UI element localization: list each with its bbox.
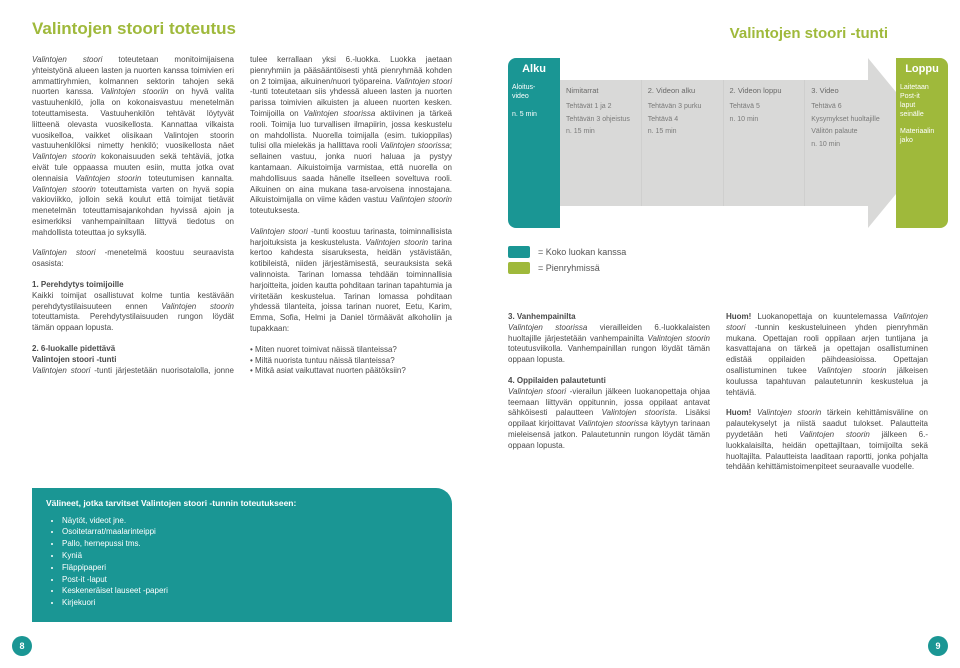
stage-column: Nimitarrat Tehtävät 1 ja 2 Tehtävän 3 ohje… (560, 80, 642, 206)
swatch-green (508, 262, 530, 274)
stage-line: Tehtävät 1 ja 2 (566, 102, 635, 111)
materials-item: Näytöt, videot jne. (62, 516, 438, 527)
legend-label-2: = Pienryhmissä (538, 262, 600, 274)
end-detail: LaitetaanPost-itlaputseinälleMateriaalin… (900, 84, 944, 145)
stage-column: 2. Videon alku Tehtävän 3 purku Tehtävä 4 n… (642, 80, 724, 206)
stage-head: Nimitarrat (566, 86, 635, 96)
materials-box: Välineet, jotka tarvitset Valintojen sto… (32, 488, 452, 622)
right-page: Valintojen stoori -tunti Alku Aloitus-vi… (480, 0, 960, 668)
materials-item: Fläppipaperi (62, 563, 438, 574)
swatch-teal (508, 246, 530, 258)
stage-line: n. 15 min (566, 127, 635, 136)
stage-line: n. 10 min (730, 115, 799, 124)
stage-line: Tehtävä 4 (648, 115, 717, 124)
materials-item: Osoitetarrat/maalarinteippi (62, 527, 438, 538)
arrow-shape: Alku Aloitus-videon. 5 min Loppu Laiteta… (508, 58, 928, 228)
legend: = Koko luokan kanssa = Pienryhmissä (508, 246, 928, 274)
stage-line: Tehtävän 3 ohjeistus (566, 115, 635, 124)
legend-row-2: = Pienryhmissä (508, 262, 928, 274)
stage-column: 2. Videon loppu Tehtävä 5 n. 10 min (724, 80, 806, 206)
materials-item: Kyniä (62, 551, 438, 562)
materials-item: Pallo, hernepussi tms. (62, 539, 438, 550)
materials-title: Välineet, jotka tarvitset Valintojen sto… (46, 498, 438, 509)
stage-column: 3. Video Tehtävä 6 Kysymykset huoltajille V… (805, 80, 886, 206)
page-number-left: 8 (12, 636, 32, 656)
left-page: Valintojen stoori toteutus Valintojen st… (0, 0, 480, 668)
stage-line: Tehtävä 6 (811, 102, 880, 111)
stage-line: Välitön palaute (811, 127, 880, 136)
start-cap: Alku Aloitus-videon. 5 min (508, 58, 560, 228)
legend-label-1: = Koko luokan kanssa (538, 246, 626, 258)
left-body-text: Valintojen stoori toteutetaan monitoimij… (32, 55, 452, 382)
stage-head: 3. Video (811, 86, 880, 96)
start-label: Alku (522, 62, 546, 77)
timeline-diagram: Valintojen stoori -tunti Alku Aloitus-vi… (508, 24, 928, 286)
materials-item: Post-it -laput (62, 575, 438, 586)
stage-head: 2. Videon alku (648, 86, 717, 96)
stage-line: n. 10 min (811, 140, 880, 149)
stage-head: 2. Videon loppu (730, 86, 799, 96)
materials-item: Kirjekuori (62, 598, 438, 609)
end-label: Loppu (905, 62, 939, 77)
page-title-left: Valintojen stoori toteutus (32, 18, 452, 41)
stage-row: Nimitarrat Tehtävät 1 ja 2 Tehtävän 3 ohje… (560, 80, 886, 206)
diagram-title: Valintojen stoori -tunti (508, 24, 928, 44)
legend-row-1: = Koko luokan kanssa (508, 246, 928, 258)
right-body-text: 3. VanhempainiltaValintojen stoorissa vi… (508, 312, 928, 473)
stage-line: Kysymykset huoltajille (811, 115, 880, 124)
end-cap: Loppu LaitetaanPost-itlaputseinälleMater… (896, 58, 948, 228)
page-number-right: 9 (928, 636, 948, 656)
materials-item: Keskeneräiset lauseet -paperi (62, 586, 438, 597)
stage-line: Tehtävä 5 (730, 102, 799, 111)
stage-line: n. 15 min (648, 127, 717, 136)
stage-line: Tehtävän 3 purku (648, 102, 717, 111)
start-detail: Aloitus-videon. 5 min (512, 84, 556, 119)
materials-list: Näytöt, videot jne.Osoitetarrat/maalarin… (62, 516, 438, 609)
